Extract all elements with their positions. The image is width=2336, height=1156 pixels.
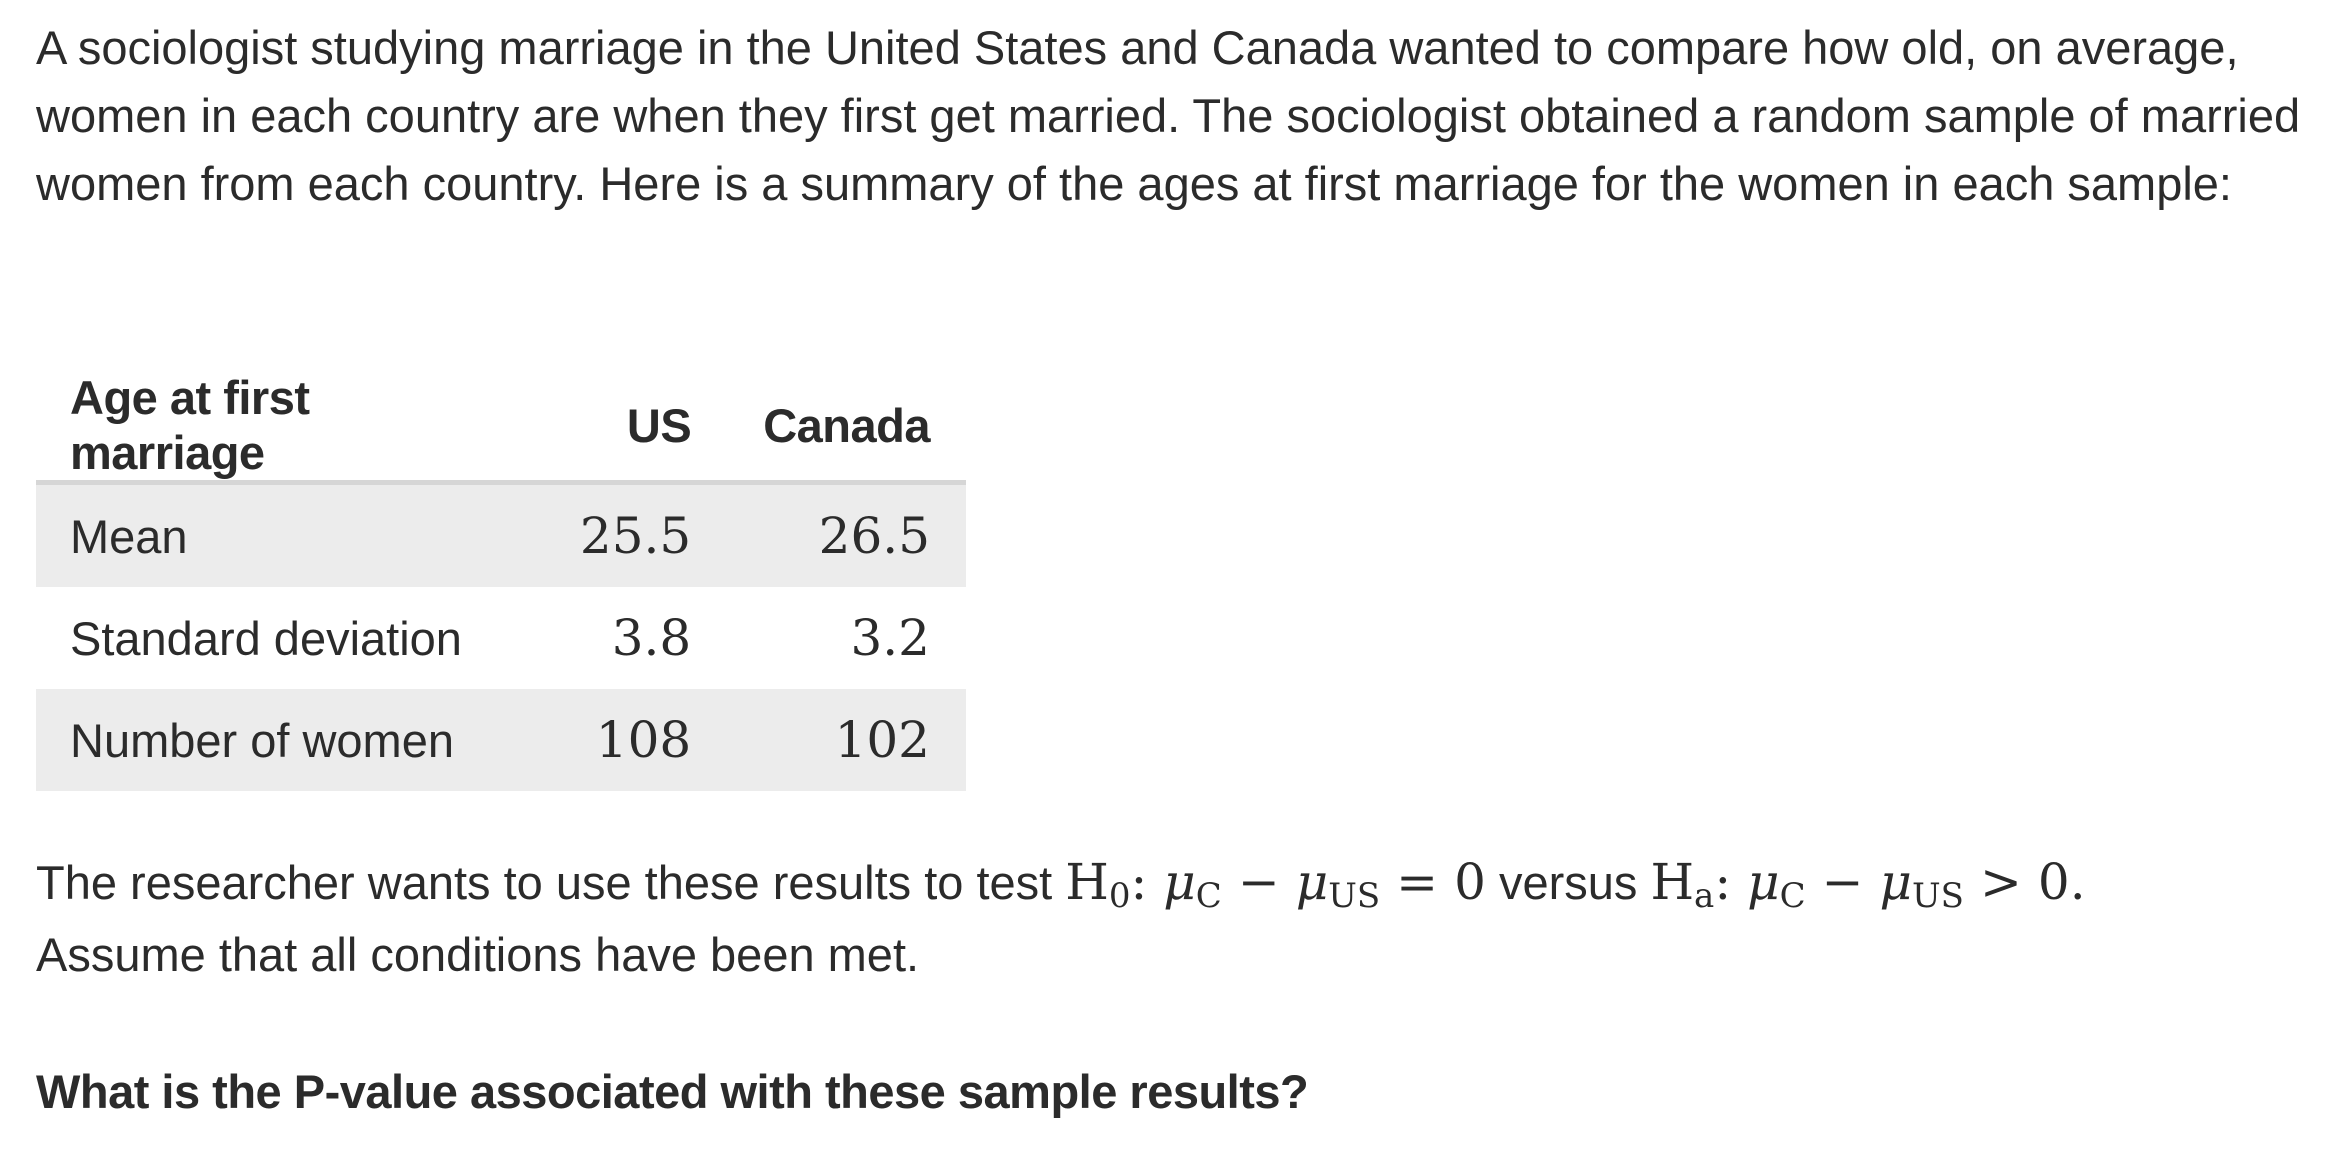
- null-hypothesis-math: H0: μC − μUS = 0: [1065, 853, 1486, 916]
- alt-hypothesis-math: Ha: μC − μUS >0.: [1650, 853, 2086, 916]
- versus-text: versus: [1485, 856, 1651, 909]
- row-label-number-of-women: Number of women: [36, 689, 544, 791]
- mean-us-value: 25.5: [543, 482, 728, 587]
- sd-canada-value: 3.2: [850, 609, 930, 667]
- hypothesis-lead-text: The researcher wants to use these result…: [36, 856, 1066, 909]
- header-age-at-first-marriage: Age at first marriage: [36, 370, 544, 485]
- question-prompt: What is the P-value associated with thes…: [36, 1065, 1309, 1118]
- table-row-standard-deviation: Standard deviation 3.8 3.2: [36, 587, 966, 689]
- header-us: US: [543, 370, 728, 485]
- hypothesis-statement: The researcher wants to use these result…: [36, 846, 2326, 991]
- problem-intro: A sociologist studying marriage in the U…: [36, 21, 2301, 210]
- n-us-value: 108: [543, 689, 728, 791]
- row-label-mean: Mean: [36, 482, 544, 587]
- table-row-mean: Mean 25.5 26.5: [36, 482, 966, 587]
- n-canada-value: 102: [727, 689, 966, 791]
- header-canada: Canada: [727, 370, 966, 485]
- assumption-text: Assume that all conditions have been met…: [36, 928, 920, 981]
- table-row-number-of-women: Number of women 108 102: [36, 689, 966, 791]
- table-header-row: Age at first marriage US Canada: [36, 370, 966, 485]
- mean-canada-value: 26.5: [727, 482, 966, 587]
- summary-table: Age at first marriage US Canada Mean 25.…: [36, 370, 966, 791]
- row-label-standard-deviation: Standard deviation: [70, 611, 462, 665]
- sd-us-value: 3.8: [611, 609, 692, 667]
